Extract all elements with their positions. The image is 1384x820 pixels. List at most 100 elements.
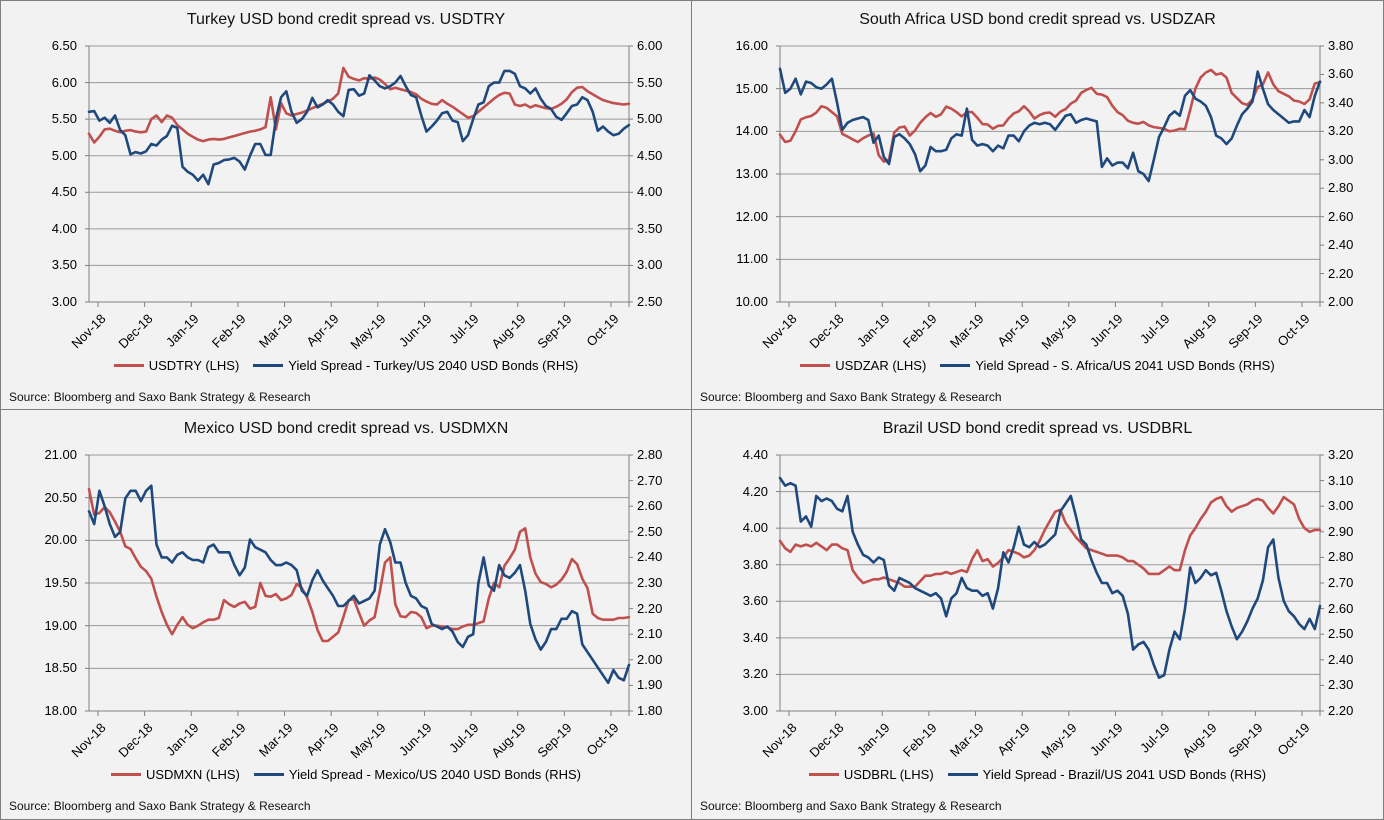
right-axis-tick-label: 3.40 xyxy=(1328,94,1354,110)
left-axis-tick-label: 6.00 xyxy=(51,74,77,90)
line-chart-svg xyxy=(776,45,1324,307)
left-axis-tick-label: 5.50 xyxy=(51,111,77,127)
legend-line-sample-red xyxy=(110,773,141,776)
legend-label: Yield Spread - Brazil/US 2041 USD Bonds … xyxy=(982,767,1267,782)
right-axis-tick-label: 2.40 xyxy=(1328,237,1354,253)
left-axis-tick-label: 20.50 xyxy=(44,489,77,505)
left-axis-tick-label: 11.00 xyxy=(736,251,768,267)
left-axis-tick-label: 20.00 xyxy=(44,532,77,548)
right-axis-tick-label: 3.50 xyxy=(637,220,663,236)
left-axis-tick-label: 3.00 xyxy=(51,294,77,309)
line-chart-svg xyxy=(85,45,633,307)
left-axis-tick-label: 18.50 xyxy=(44,660,77,676)
right-axis-tick-label: 2.30 xyxy=(1328,677,1354,693)
legend-label: Yield Spread - Turkey/US 2040 USD Bonds … xyxy=(288,358,579,373)
right-axis-tick-label: 2.70 xyxy=(1328,575,1354,590)
right-axis-tick-labels: 6.00 5.50 5.00 4.50 4.00 3.50 3.00 2.50 xyxy=(635,1,691,409)
legend-line-sample-blue xyxy=(253,773,284,776)
chart-title: Brazil USD bond credit spread vs. USDBRL xyxy=(882,420,1193,437)
left-axis-tick-label: 18.00 xyxy=(44,703,77,718)
left-axis-tick-label: 3.50 xyxy=(51,257,77,273)
right-axis-tick-label: 2.30 xyxy=(637,575,663,590)
chart-legend: USDZAR (LHS) Yield Spread - S. Africa/US… xyxy=(692,358,1383,373)
legend-line-sample-red xyxy=(113,364,144,367)
left-axis-tick-label: 16.00 xyxy=(735,38,768,53)
chart-panel-south-africa: South Africa USD bond credit spread vs. … xyxy=(692,1,1383,410)
right-axis-tick-label: 2.80 xyxy=(637,447,663,462)
right-axis-tick-label: 2.80 xyxy=(1328,180,1354,196)
legend-item: Yield Spread - Turkey/US 2040 USD Bonds … xyxy=(253,358,578,373)
right-axis-tick-label: 2.20 xyxy=(1328,703,1354,718)
left-axis-tick-labels: 16.00 15.00 14.00 13.00 12.00 11.00 10.00 xyxy=(692,1,772,409)
left-axis-tick-label: 19.50 xyxy=(44,575,77,590)
legend-label: Yield Spread - S. Africa/US 2041 USD Bon… xyxy=(975,358,1275,373)
legend-line-sample-blue xyxy=(947,773,978,776)
legend-line-sample-red xyxy=(808,773,839,776)
right-axis-tick-label: 4.00 xyxy=(637,184,663,200)
right-axis-tick-label: 1.90 xyxy=(637,677,663,693)
source-note: Source: Bloomberg and Saxo Bank Strategy… xyxy=(9,799,311,813)
line-chart-svg xyxy=(776,454,1324,716)
legend-item: USDTRY (LHS) xyxy=(113,358,240,373)
right-axis-tick-label: 2.00 xyxy=(1328,294,1354,309)
left-axis-tick-labels: 6.50 6.00 5.50 5.00 4.50 4.00 3.50 3.00 xyxy=(1,1,81,409)
source-note: Source: Bloomberg and Saxo Bank Strategy… xyxy=(700,799,1002,813)
right-axis-tick-label: 3.20 xyxy=(1328,447,1354,462)
right-axis-tick-label: 5.50 xyxy=(637,74,663,90)
right-axis-tick-label: 3.20 xyxy=(1328,123,1354,139)
plot-area xyxy=(85,454,633,716)
right-axis-tick-labels: 3.80 3.60 3.40 3.20 3.00 2.80 2.60 2.40 2.20 2.00 xyxy=(1326,1,1383,409)
right-axis-tick-label: 3.00 xyxy=(637,257,663,273)
chart-title: South Africa USD bond credit spread vs. … xyxy=(859,11,1216,28)
left-axis-tick-label: 4.50 xyxy=(51,184,77,200)
source-note: Source: Bloomberg and Saxo Bank Strategy… xyxy=(700,390,1002,404)
left-axis-tick-labels: 21.00 20.50 20.00 19.50 19.00 18.50 18.00 xyxy=(1,410,81,819)
right-axis-tick-label: 2.60 xyxy=(1328,208,1354,224)
right-axis-tick-label: 4.50 xyxy=(637,147,663,163)
plot-area xyxy=(85,45,633,307)
legend-label: Yield Spread - Mexico/US 2040 USD Bonds … xyxy=(288,767,582,782)
right-axis-tick-label: 3.10 xyxy=(1328,472,1354,488)
legend-item: USDBRL (LHS) xyxy=(808,767,934,782)
left-axis-tick-label: 5.00 xyxy=(51,147,77,163)
right-axis-tick-label: 2.50 xyxy=(637,294,663,309)
right-axis-tick-label: 2.50 xyxy=(637,523,663,539)
right-axis-tick-labels: 3.20 3.10 3.00 2.90 2.80 2.70 2.60 2.50 2.40 2.30… xyxy=(1326,410,1383,819)
chart-title: Turkey USD bond credit spread vs. USDTRY xyxy=(186,11,506,28)
left-axis-tick-label: 3.60 xyxy=(742,593,768,609)
right-axis-tick-label: 2.40 xyxy=(1328,651,1354,667)
right-axis-tick-label: 2.10 xyxy=(637,626,663,642)
legend-label: USDTRY (LHS) xyxy=(148,358,240,373)
legend-line-sample-blue xyxy=(940,364,971,367)
left-axis-tick-label: 6.50 xyxy=(51,38,77,53)
left-axis-tick-labels: 4.40 4.20 4.00 3.80 3.60 3.40 3.20 3.00 xyxy=(692,410,772,819)
legend-item: Yield Spread - Mexico/US 2040 USD Bonds … xyxy=(253,767,582,782)
chart-title: Mexico USD bond credit spread vs. USDMXN xyxy=(183,420,509,437)
right-axis-tick-label: 2.20 xyxy=(1328,265,1354,281)
source-note: Source: Bloomberg and Saxo Bank Strategy… xyxy=(9,390,311,404)
chart-panel-turkey: Turkey USD bond credit spread vs. USDTRY… xyxy=(1,1,692,410)
right-axis-tick-label: 2.20 xyxy=(637,600,663,616)
right-axis-tick-label: 2.70 xyxy=(637,472,663,488)
left-axis-tick-label: 4.40 xyxy=(742,447,768,462)
right-axis-tick-label: 1.80 xyxy=(637,703,663,718)
left-axis-tick-label: 4.00 xyxy=(51,220,77,236)
left-axis-tick-label: 12.00 xyxy=(735,208,768,224)
left-axis-tick-label: 13.00 xyxy=(735,166,768,181)
left-axis-tick-label: 14.00 xyxy=(735,123,768,139)
right-axis-tick-label: 2.00 xyxy=(637,651,663,667)
right-axis-tick-label: 2.60 xyxy=(637,498,663,514)
left-axis-tick-label: 3.20 xyxy=(742,666,768,682)
chart-legend: USDBRL (LHS) Yield Spread - Brazil/US 20… xyxy=(692,767,1383,782)
plot-area xyxy=(776,454,1324,716)
left-axis-tick-label: 10.00 xyxy=(735,294,768,309)
line-chart-svg xyxy=(85,454,633,716)
legend-label: USDZAR (LHS) xyxy=(835,358,927,373)
right-axis-tick-label: 2.80 xyxy=(1328,549,1354,565)
left-axis-tick-label: 4.20 xyxy=(742,483,768,499)
right-axis-tick-label: 3.80 xyxy=(1328,38,1354,53)
legend-label: USDMXN (LHS) xyxy=(145,767,240,782)
chart-legend: USDTRY (LHS) Yield Spread - Turkey/US 20… xyxy=(1,358,691,373)
right-axis-tick-label: 2.60 xyxy=(1328,600,1354,616)
legend-line-sample-blue xyxy=(253,364,284,367)
